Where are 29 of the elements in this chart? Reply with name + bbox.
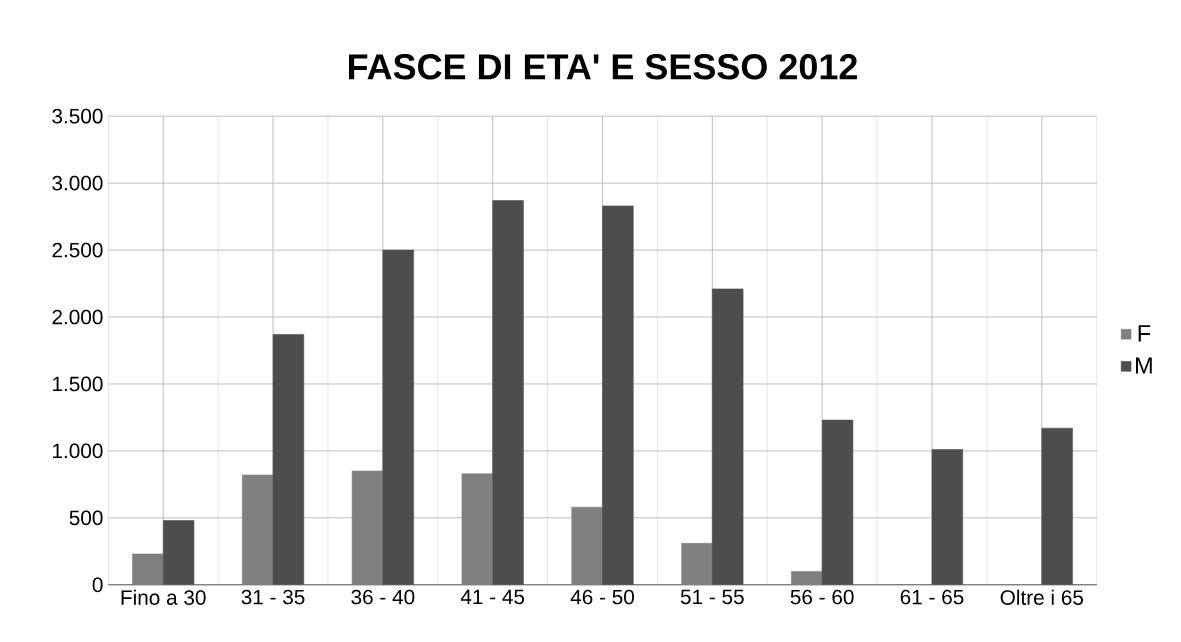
legend-label: M [1136,357,1152,374]
legend-label: F [1138,325,1151,342]
bar [382,249,414,585]
bar [492,200,524,585]
chart-title: FASCE DI ETA' E SESSO 2012 [348,54,857,80]
y-tick-label: 3.500 [52,108,103,124]
y-tick-label: 1.000 [53,443,103,459]
y-tick-label: 2.500 [52,242,103,258]
bar [931,449,964,585]
x-tick-label: 56 - 60 [790,589,854,605]
x-tick-label: 31 - 35 [241,589,305,605]
y-tick-label: 0 [92,577,103,593]
y-tick-label: 1.500 [53,376,103,392]
bar [272,334,305,585]
bar [821,419,854,585]
x-tick-label: 51 - 55 [680,589,744,605]
bar [1041,427,1073,585]
bar [162,520,195,585]
y-tick-label: 2.000 [52,309,103,325]
y-tick-label: 500 [69,510,103,526]
bar [712,288,744,585]
x-tick-label: Oltre i 65 [1000,589,1084,605]
y-tick-label: 3.000 [52,175,103,191]
x-tick-label: 61 - 65 [900,589,964,605]
x-tick-label: 41 - 45 [460,589,525,605]
bar [602,205,634,585]
x-tick-label: 46 - 50 [570,589,634,605]
x-tick-label: 36 - 40 [351,589,415,605]
x-tick-label: Fino a 30 [121,589,206,605]
